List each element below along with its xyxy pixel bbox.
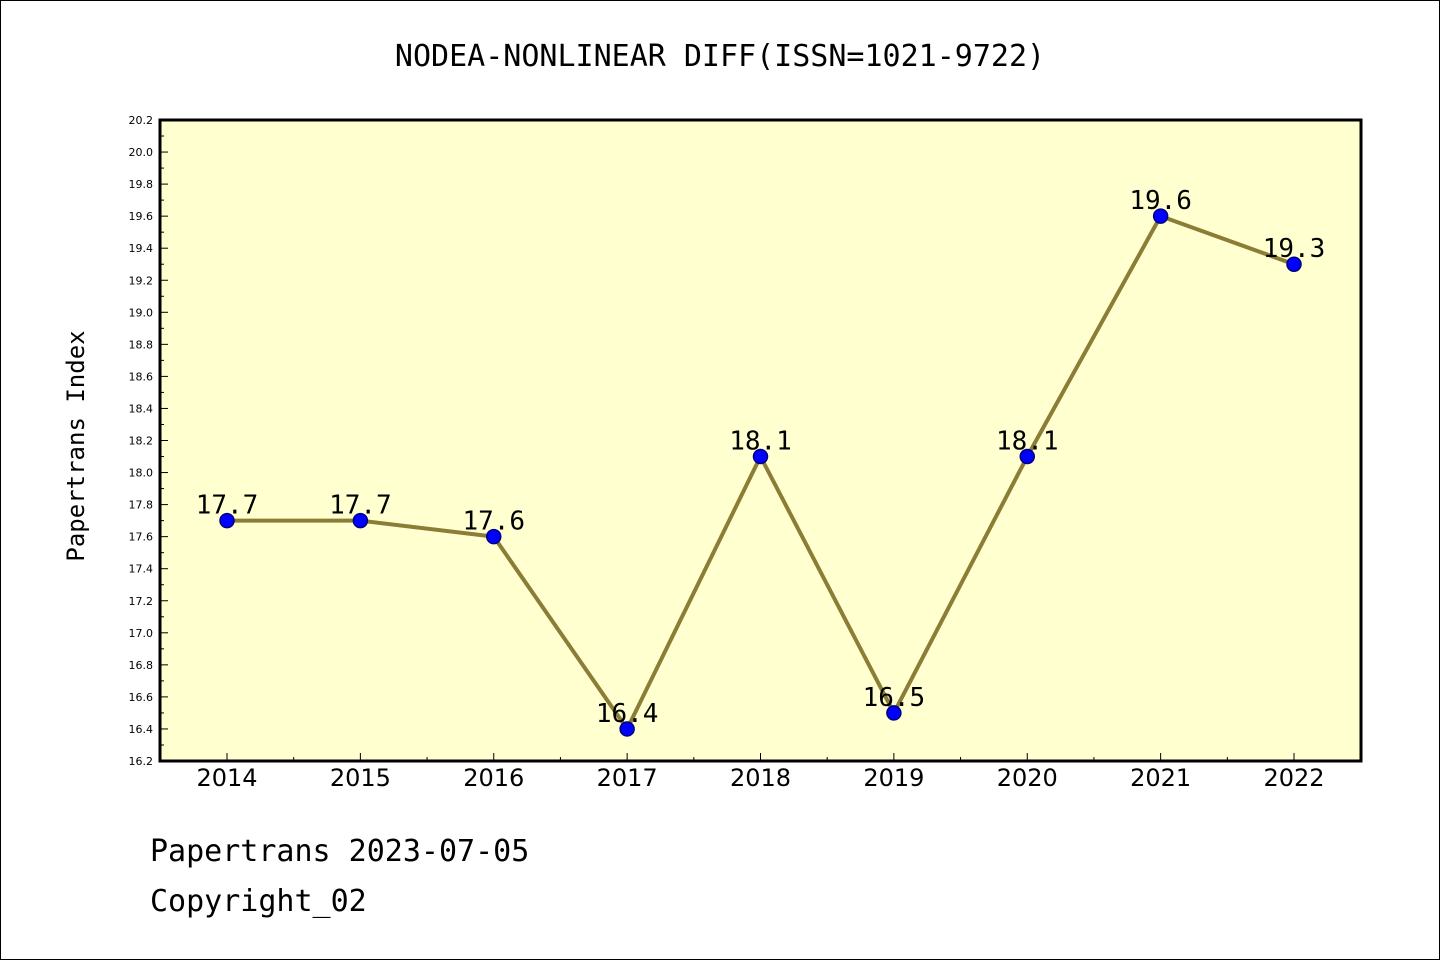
y-tick-label: 16.2	[129, 755, 154, 768]
y-tick-label: 18.8	[129, 338, 154, 351]
y-axis: 16.2 16.4 16.6 16.8 17.0 17.2 17.4 17.6 17.8 18.0…	[129, 114, 168, 768]
y-axis-title: Papertrans Index	[62, 330, 90, 561]
data-point	[752, 448, 769, 465]
plot-border	[158, 118, 1363, 763]
y-tick-label: 16.4	[129, 723, 154, 736]
data-label: 16.4	[596, 699, 659, 729]
data-point	[1152, 208, 1169, 224]
x-tick-label: 2022	[1263, 764, 1324, 792]
x-axis: 2014 2015 2016 2017 2018 2019 2020 2021 2022	[196, 753, 1325, 792]
y-tick-label: 18.4	[129, 402, 154, 415]
data-label: 17.6	[462, 507, 525, 537]
data-label: 19.3	[1263, 234, 1326, 264]
data-point	[486, 528, 502, 545]
x-tick-label: 2018	[730, 764, 791, 792]
data-label: 17.7	[329, 491, 392, 521]
data-point	[352, 512, 369, 529]
x-tick-label: 2015	[330, 764, 391, 792]
y-tick-label: 18.6	[129, 370, 154, 383]
y-tick-label: 20.0	[129, 146, 154, 159]
data-label: 16.5	[863, 683, 926, 713]
data-label: 18.1	[729, 427, 792, 457]
y-tick-label: 17.0	[129, 627, 154, 640]
y-tick-label: 18.2	[129, 435, 154, 448]
x-tick-label: 2014	[196, 764, 257, 792]
x-tick-label: 2020	[997, 764, 1058, 792]
data-label: 18.1	[996, 427, 1059, 457]
footer-date-text: Papertrans 2023-07-05	[150, 834, 530, 869]
y-tick-label: 20.2	[129, 114, 154, 127]
y-tick-label: 19.2	[129, 274, 154, 287]
plot-area	[160, 120, 1361, 761]
y-tick-label: 19.8	[129, 178, 154, 191]
y-tick-label: 16.8	[129, 659, 154, 672]
y-tick-label: 17.6	[129, 531, 154, 544]
data-point	[1019, 448, 1035, 465]
data-point	[219, 512, 235, 529]
footer-copyright-text: Copyright_02	[150, 884, 367, 919]
y-tick-label: 16.6	[129, 691, 154, 704]
x-tick-label: 2021	[1130, 764, 1191, 792]
x-tick-label: 2016	[463, 764, 524, 792]
data-point	[1286, 256, 1302, 272]
chart-title: NODEA-NONLINEAR DIFF(ISSN=1021-9722)	[395, 39, 1045, 74]
y-tick-label: 17.4	[129, 563, 154, 576]
x-tick-label: 2019	[863, 764, 924, 792]
data-label: 17.7	[196, 491, 259, 521]
data-label: 19.6	[1129, 186, 1192, 216]
y-tick-label: 18.0	[129, 467, 154, 480]
data-labels: 17.7 17.7 17.6 16.4 18.1 16.5 18.1 19.6 19.3	[196, 186, 1326, 729]
y-tick-label: 17.2	[129, 595, 154, 608]
y-tick-label: 19.4	[129, 242, 154, 255]
y-tick-label: 19.6	[129, 210, 154, 223]
data-point	[619, 721, 635, 737]
data-point	[886, 705, 902, 721]
y-tick-label: 19.0	[129, 306, 154, 319]
x-tick-label: 2017	[597, 764, 658, 792]
y-tick-label: 17.8	[129, 499, 154, 512]
series-layer	[219, 208, 1302, 737]
